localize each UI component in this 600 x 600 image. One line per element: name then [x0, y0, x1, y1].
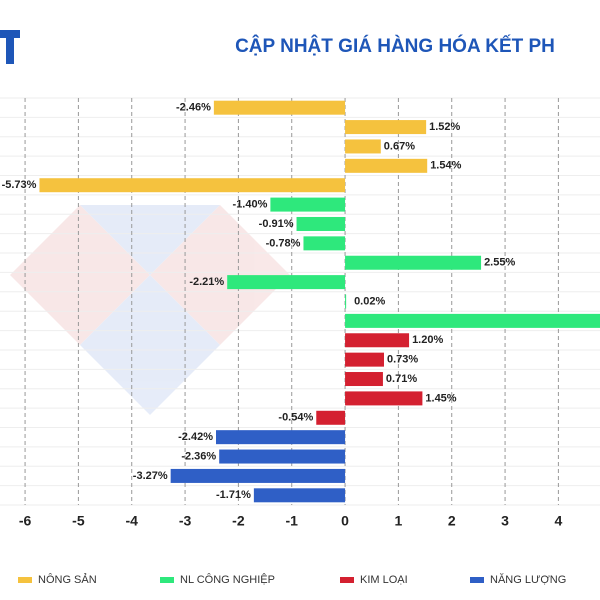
- x-tick-label: 3: [501, 513, 509, 529]
- value-label: -2.42%: [178, 431, 213, 443]
- chart-title: CẬP NHẬT GIÁ HÀNG HÓA KẾT PH: [235, 35, 555, 57]
- bar: [270, 197, 346, 212]
- bar: [316, 410, 346, 425]
- x-tick-label: -2: [232, 513, 245, 529]
- value-label: 1.54%: [430, 160, 461, 172]
- value-label: 2.55%: [484, 257, 515, 269]
- bar: [345, 294, 347, 309]
- legend-swatch: [470, 577, 484, 583]
- value-label: 0.73%: [387, 354, 418, 366]
- legend-label: NÔNG SẢN: [38, 573, 97, 586]
- value-label: -0.78%: [266, 237, 301, 249]
- value-label: -2.36%: [181, 450, 216, 462]
- x-tick-label: -5: [72, 513, 85, 529]
- bar: [345, 372, 383, 387]
- value-label: -2.46%: [176, 102, 211, 114]
- legend-swatch: [340, 577, 354, 583]
- bar: [227, 275, 346, 290]
- value-label: -1.40%: [233, 199, 268, 211]
- bar: [253, 488, 346, 503]
- bar: [303, 236, 346, 251]
- logo: [0, 30, 20, 64]
- x-tick-label: 2: [448, 513, 456, 529]
- watermark: [10, 205, 290, 415]
- value-label: 0.71%: [386, 373, 417, 385]
- x-tick-label: -1: [286, 513, 299, 529]
- bar: [296, 216, 346, 231]
- x-tick-label: -6: [19, 513, 32, 529]
- legend-swatch: [160, 577, 174, 583]
- bar: [170, 468, 346, 483]
- bar: [345, 158, 428, 173]
- legend-label: NĂNG LƯỢNG: [490, 573, 566, 586]
- value-label: -0.54%: [278, 412, 313, 424]
- value-label: -3.27%: [133, 470, 168, 482]
- bar: [216, 430, 346, 445]
- bar: [345, 255, 482, 270]
- value-label: 1.52%: [429, 121, 460, 133]
- value-label: -2.21%: [189, 276, 224, 288]
- bar: [345, 120, 427, 135]
- value-label: -5.73%: [2, 179, 37, 191]
- x-tick-label: -3: [179, 513, 192, 529]
- bar: [345, 313, 600, 328]
- legend-label: KIM LOẠI: [360, 574, 408, 586]
- bar: [345, 352, 384, 367]
- x-tick-label: 0: [341, 513, 349, 529]
- bar: [345, 391, 423, 406]
- value-label: 1.20%: [412, 334, 443, 346]
- bar: [213, 100, 346, 115]
- bar: [219, 449, 346, 464]
- bar: [39, 178, 346, 193]
- x-tick-label: 1: [395, 513, 403, 529]
- legend-swatch: [18, 577, 32, 583]
- x-tick-label: -4: [126, 513, 139, 529]
- bar: [345, 139, 381, 154]
- value-label: -0.91%: [259, 218, 294, 230]
- legend-label: NL CÔNG NGHIỆP: [180, 573, 275, 586]
- value-label: 0.67%: [384, 140, 415, 152]
- value-label: 0.02%: [354, 295, 385, 307]
- x-tick-label: 4: [555, 513, 563, 529]
- value-label: 1.45%: [425, 392, 456, 404]
- bar: [345, 333, 410, 348]
- value-label: -1.71%: [216, 489, 251, 501]
